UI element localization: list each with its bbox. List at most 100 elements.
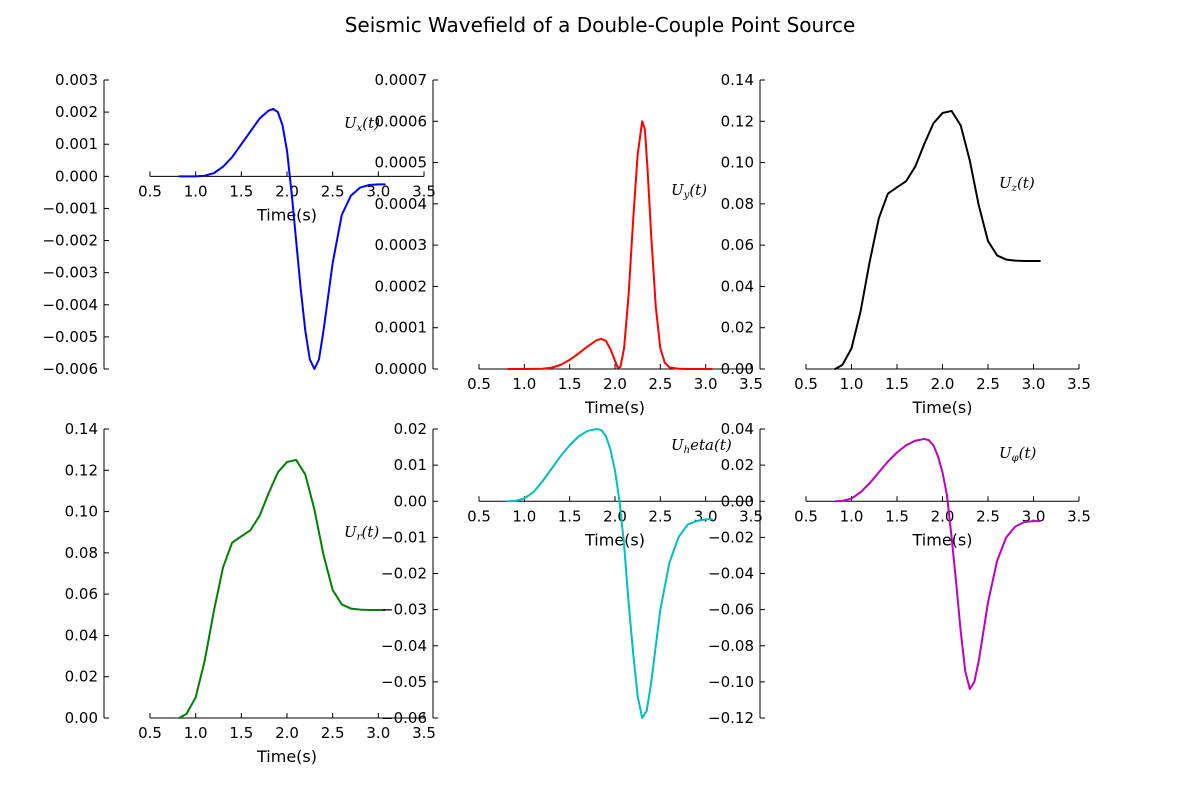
- series-line-ur: [178, 458, 386, 719]
- legend-tail: (t): [1017, 174, 1035, 192]
- y-tick-label: −0.002: [42, 232, 98, 250]
- subplot-uy: 0.0007 0.0006 0.0005 0.0004 0.0003 0.0002 0.00…: [375, 71, 763, 417]
- subplot-grid: 0.003 0.002 0.001 0.000 −0.001 −0.002 −0.003 −0…: [42, 71, 1090, 766]
- x-tick-label: 2.0: [931, 375, 955, 393]
- y-tick-label: 0.00: [721, 360, 754, 378]
- y-tick-label: 0.02: [721, 456, 754, 474]
- x-tick-label: 3.5: [1067, 375, 1091, 393]
- x-tick-label: 3.0: [366, 182, 390, 200]
- x-tick-label: 3.5: [739, 507, 763, 525]
- x-tick-label: 2.5: [321, 182, 345, 200]
- legend-tail: (t): [689, 181, 707, 199]
- y-tick-label: −0.10: [708, 673, 754, 691]
- x-tick-label: 2.5: [321, 724, 345, 742]
- y-tick-label: 0.01: [394, 456, 427, 474]
- y-tick-label: 0.14: [721, 71, 754, 89]
- x-tick-label: 1.5: [229, 182, 253, 200]
- x-tick-label: 3.0: [1022, 375, 1046, 393]
- y-tick-label: −0.004: [42, 296, 98, 314]
- subplot-utheta: 0.02 0.01 0.00 −0.01 −0.02 −0.03 −0.04 −0.05 −0.…: [381, 420, 763, 727]
- x-tick-label: 1.0: [840, 507, 864, 525]
- y-tick-label: 0.10: [65, 503, 98, 521]
- legend-subscript: x: [357, 123, 363, 134]
- y-tick-label: 0.10: [721, 154, 754, 172]
- y-tick-label: 0.000: [55, 167, 98, 185]
- x-tick-label: 1.0: [184, 182, 208, 200]
- y-tick-label: 0.002: [55, 103, 98, 121]
- x-tick-label: 0.5: [138, 182, 162, 200]
- y-tick-label: 0.08: [65, 544, 98, 562]
- x-tick-label: 0.5: [467, 507, 491, 525]
- legend-tail: (t): [362, 114, 380, 132]
- x-tick-label: 0.5: [138, 724, 162, 742]
- legend-base: U: [999, 444, 1013, 462]
- y-tick-label: −0.003: [42, 264, 98, 282]
- y-tick-label: 0.0005: [375, 154, 428, 172]
- legend-tail: (t): [1019, 444, 1037, 462]
- y-tick-label: −0.005: [42, 328, 98, 346]
- y-tick-label: 0.0001: [375, 319, 428, 337]
- y-tick-label: −0.02: [708, 528, 754, 546]
- x-tick-label: 2.0: [275, 724, 299, 742]
- legend-tail: eta(t): [690, 436, 732, 454]
- series-legend-label: Ur(t): [344, 523, 379, 543]
- x-tick-label: 1.5: [885, 507, 909, 525]
- legend-base: U: [671, 181, 685, 199]
- x-tick-label: 1.5: [558, 375, 582, 393]
- series-legend-label: Uz(t): [999, 174, 1035, 194]
- y-tick-label: −0.04: [381, 637, 427, 655]
- x-tick-label: 2.5: [976, 375, 1000, 393]
- y-tick-label: −0.006: [42, 360, 98, 378]
- y-tick-label: 0.02: [65, 668, 98, 686]
- x-tick-label: 1.5: [558, 507, 582, 525]
- x-tick-label: 2.0: [603, 375, 627, 393]
- y-tick-label: 0.06: [721, 236, 754, 254]
- y-tick-label: 0.14: [65, 420, 98, 438]
- x-tick-label: 2.5: [648, 507, 672, 525]
- legend-base: U: [344, 523, 358, 541]
- series-line-uz: [834, 109, 1041, 370]
- x-axis-label: Time(s): [256, 205, 317, 224]
- series-legend-label: Uheta(t): [671, 436, 732, 456]
- x-tick-label: 3.5: [412, 724, 436, 742]
- x-tick-label: 3.0: [366, 724, 390, 742]
- x-tick-label: 1.5: [885, 375, 909, 393]
- x-tick-label: 1.0: [512, 375, 536, 393]
- y-tick-label: −0.06: [381, 709, 427, 727]
- series-legend-label: Uφ(t): [999, 444, 1037, 464]
- y-tick-label: 0.00: [394, 492, 427, 510]
- y-tick-label: 0.02: [721, 319, 754, 337]
- legend-base: U: [999, 174, 1013, 192]
- x-tick-label: 2.5: [648, 375, 672, 393]
- y-tick-label: 0.02: [394, 420, 427, 438]
- x-tick-label: 3.5: [1067, 507, 1091, 525]
- y-tick-label: −0.12: [708, 709, 754, 727]
- legend-subscript: h: [684, 445, 690, 456]
- legend-subscript: φ: [1012, 453, 1019, 464]
- x-tick-label: 3.0: [694, 375, 718, 393]
- x-tick-label: 2.0: [275, 182, 299, 200]
- y-tick-label: 0.08: [721, 195, 754, 213]
- x-tick-label: 1.5: [229, 724, 253, 742]
- y-tick-label: 0.00: [721, 492, 754, 510]
- x-tick-label: 1.0: [512, 507, 536, 525]
- legend-subscript: r: [357, 532, 363, 543]
- x-tick-label: 1.0: [184, 724, 208, 742]
- x-tick-label: 2.5: [976, 507, 1000, 525]
- y-tick-label: 0.0007: [375, 71, 428, 89]
- y-tick-label: 0.003: [55, 71, 98, 89]
- x-axis-label: Time(s): [912, 530, 973, 549]
- y-tick-label: 0.12: [65, 461, 98, 479]
- series-line-uy: [507, 120, 714, 370]
- x-tick-label: 0.5: [467, 375, 491, 393]
- x-tick-label: 3.5: [739, 375, 763, 393]
- x-tick-label: 2.0: [603, 507, 627, 525]
- y-tick-label: 0.0000: [375, 360, 428, 378]
- x-axis-label: Time(s): [912, 398, 973, 417]
- subplot-uphi: 0.04 0.02 0.00 −0.02 −0.04 −0.06 −0.08 −0.10 −0.…: [708, 420, 1091, 727]
- legend-subscript: y: [683, 190, 690, 201]
- x-axis-label: Time(s): [584, 530, 645, 549]
- y-tick-label: 0.12: [721, 112, 754, 130]
- y-tick-label: 0.0003: [375, 236, 428, 254]
